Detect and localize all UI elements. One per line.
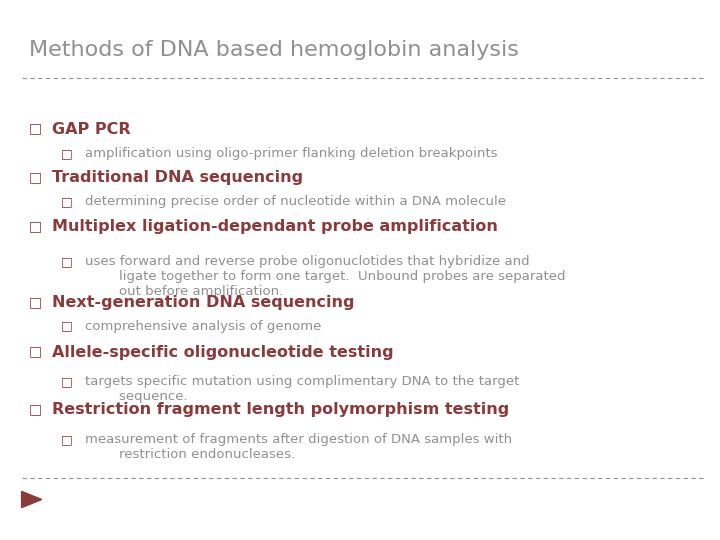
Text: □: □ — [61, 320, 73, 333]
Text: Multiplex ligation-dependant probe amplification: Multiplex ligation-dependant probe ampli… — [52, 219, 498, 234]
Text: □: □ — [61, 433, 73, 446]
Text: □: □ — [29, 295, 42, 309]
Text: determining precise order of nucleotide within a DNA molecule: determining precise order of nucleotide … — [85, 195, 506, 208]
Text: □: □ — [29, 170, 42, 184]
Text: Traditional DNA sequencing: Traditional DNA sequencing — [52, 170, 303, 185]
Text: □: □ — [29, 219, 42, 233]
Text: Restriction fragment length polymorphism testing: Restriction fragment length polymorphism… — [52, 402, 509, 417]
Text: comprehensive analysis of genome: comprehensive analysis of genome — [85, 320, 321, 333]
Text: □: □ — [61, 255, 73, 268]
Text: □: □ — [61, 375, 73, 388]
Text: □: □ — [29, 345, 42, 359]
Text: amplification using oligo-primer flanking deletion breakpoints: amplification using oligo-primer flankin… — [85, 147, 498, 160]
Text: □: □ — [29, 122, 42, 136]
Text: □: □ — [61, 195, 73, 208]
Text: measurement of fragments after digestion of DNA samples with
        restriction: measurement of fragments after digestion… — [85, 433, 512, 461]
Text: Next-generation DNA sequencing: Next-generation DNA sequencing — [52, 295, 354, 310]
Text: Methods of DNA based hemoglobin analysis: Methods of DNA based hemoglobin analysis — [29, 40, 518, 60]
Text: □: □ — [61, 147, 73, 160]
Text: targets specific mutation using complimentary DNA to the target
        sequence: targets specific mutation using complime… — [85, 375, 519, 403]
Text: □: □ — [29, 402, 42, 416]
Text: Allele-specific oligonucleotide testing: Allele-specific oligonucleotide testing — [52, 345, 393, 360]
Text: uses forward and reverse probe oligonuclotides that hybridize and
        ligate: uses forward and reverse probe oligonucl… — [85, 255, 565, 299]
Polygon shape — [22, 491, 42, 508]
Text: GAP PCR: GAP PCR — [52, 122, 130, 137]
